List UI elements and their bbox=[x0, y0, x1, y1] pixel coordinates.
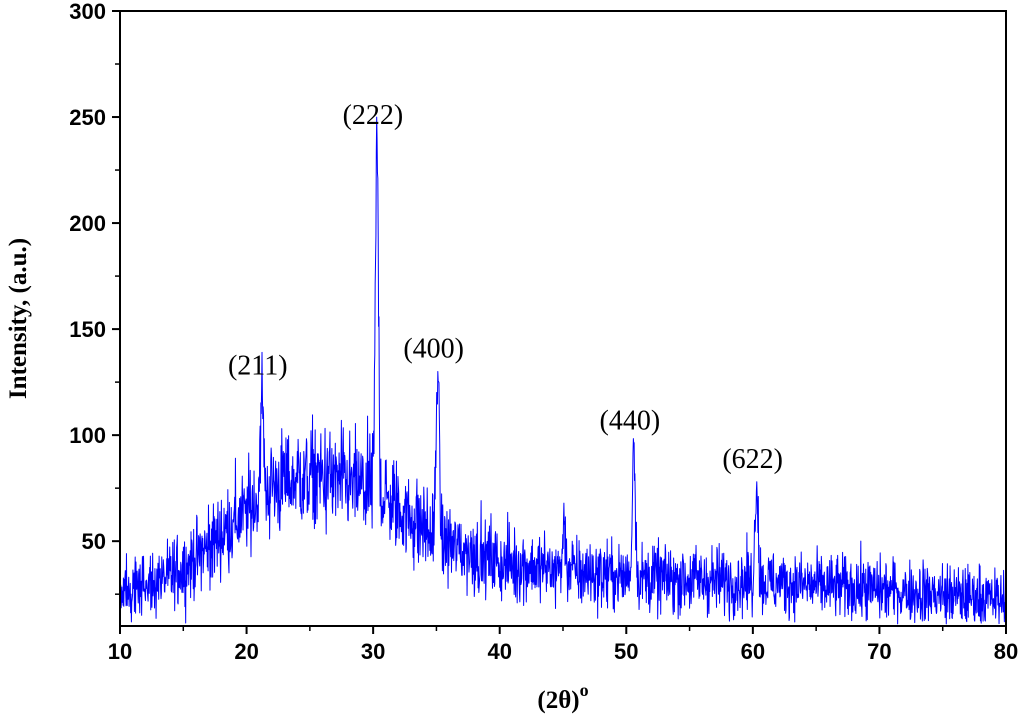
x-axis-title: (2θ)o bbox=[537, 680, 588, 714]
peak-label: (400) bbox=[403, 334, 464, 365]
y-tick-label: 50 bbox=[82, 529, 106, 554]
x-axis-title-text: (2θ) bbox=[537, 687, 579, 714]
peak-label: (622) bbox=[722, 444, 783, 475]
x-tick-label: 10 bbox=[108, 639, 132, 664]
peak-label: (440) bbox=[600, 406, 661, 437]
x-tick-label: 50 bbox=[614, 639, 638, 664]
x-tick-label: 30 bbox=[361, 639, 385, 664]
y-tick-label: 250 bbox=[69, 105, 106, 130]
series-layer bbox=[119, 116, 1007, 625]
x-tick-label: 60 bbox=[741, 639, 765, 664]
labels-layer: (2θ)o Intensity, (a.u.) (211) (222) (400) (44… bbox=[5, 100, 783, 714]
x-tick-label: 40 bbox=[487, 639, 511, 664]
peak-label: (222) bbox=[343, 100, 404, 131]
intensity-line bbox=[119, 116, 1007, 625]
y-tick-label: 150 bbox=[69, 317, 106, 342]
x-tick-label: 20 bbox=[234, 639, 258, 664]
peak-label: (211) bbox=[228, 350, 288, 381]
x-axis-title-superscript: o bbox=[580, 680, 589, 700]
x-tick-label: 70 bbox=[867, 639, 891, 664]
y-tick-label: 200 bbox=[69, 211, 106, 236]
y-tick-label: 100 bbox=[69, 423, 106, 448]
y-tick-label: 300 bbox=[69, 0, 106, 24]
x-tick-label: 80 bbox=[994, 639, 1018, 664]
y-axis-title: Intensity, (a.u.) bbox=[5, 238, 32, 399]
axes-layer: 10 20 30 40 50 60 70 80 50 100 150 200 250 300 bbox=[69, 0, 1018, 664]
